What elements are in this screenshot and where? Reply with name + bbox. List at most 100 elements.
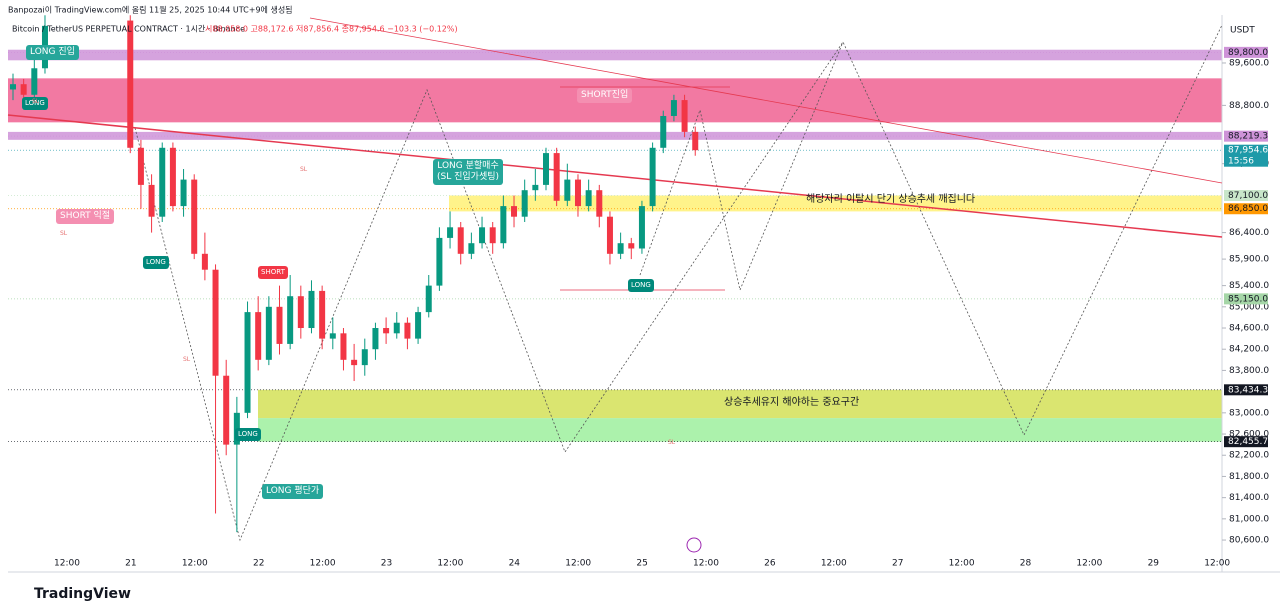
sl-label: SL: [183, 356, 191, 363]
candle-body: [468, 243, 475, 254]
annotation: LONG 진입: [26, 45, 79, 60]
annotation: LONG: [22, 97, 48, 110]
price-tag-label: 86,850.0: [1228, 204, 1268, 214]
price-tag: [1224, 384, 1268, 396]
price-tag: [1224, 130, 1268, 142]
price-tag: [1224, 436, 1268, 448]
price-tag: [1224, 144, 1268, 167]
zone: [258, 418, 1222, 442]
y-tick-label: 89,600.0: [1229, 58, 1269, 68]
header: Banpozai이 TradingView.com에 올림 11월 25, 20…: [8, 5, 293, 15]
x-tick-label: 26: [764, 559, 776, 569]
candles: [10, 15, 699, 533]
y-tick-label: 81,000.0: [1229, 514, 1269, 524]
sl-label: SL: [300, 166, 308, 173]
candle-body: [308, 290, 315, 329]
candle-body: [681, 100, 688, 132]
grid: [8, 52, 1222, 443]
x-tick-label: 25: [636, 559, 647, 569]
price-tag: [1224, 293, 1268, 305]
candle-body: [148, 184, 155, 217]
candle-body: [596, 190, 603, 217]
candle-body: [532, 184, 539, 191]
annotation: LONG 평단가: [262, 484, 324, 499]
zone: [8, 49, 1222, 61]
price-tag-label: 85,150.0: [1228, 294, 1268, 304]
price-tag-label: 88,219.3: [1228, 132, 1268, 142]
candle-body: [521, 190, 528, 217]
brand: TradingView: [34, 586, 131, 602]
price-axis: 89,600.088,800.087,700.086,400.085,900.0…: [54, 46, 1269, 569]
event-icon[interactable]: [686, 537, 702, 553]
candle-body: [564, 179, 571, 201]
x-tick-label: 12:00: [693, 559, 719, 569]
candle-body: [553, 153, 560, 201]
candle-body: [297, 296, 304, 329]
candle-body: [425, 285, 432, 313]
annotation: LONG: [628, 279, 654, 292]
candle-body: [169, 147, 176, 207]
candle-body: [329, 333, 336, 339]
candle-body: [404, 322, 411, 339]
candle-body: [489, 227, 496, 244]
candle-body: [585, 190, 592, 207]
x-tick-label: 28: [1020, 559, 1032, 569]
candle-body: [351, 359, 358, 366]
y-tick-label: 81,800.0: [1229, 472, 1269, 482]
y-tick-label: 82,200.0: [1229, 451, 1269, 461]
zone: [258, 389, 1222, 419]
candle-body: [692, 131, 699, 151]
x-tick-label: 24: [509, 559, 521, 569]
y-tick-label: 83,000.0: [1229, 408, 1269, 418]
price-tag-label: 87,954.6: [1228, 146, 1268, 156]
x-tick-label: 23: [381, 559, 392, 569]
sl-label: SL: [60, 230, 68, 237]
x-tick-label: 12:00: [949, 559, 975, 569]
candle-body: [638, 206, 645, 249]
x-tick-label: 12:00: [565, 559, 591, 569]
candle-body: [340, 333, 347, 360]
y-tick-label: 83,800.0: [1229, 366, 1269, 376]
candle-body: [20, 84, 27, 95]
y-tick-label: 86,400.0: [1229, 228, 1269, 238]
y-tick-label: 80,600.0: [1229, 536, 1269, 546]
candle-body: [31, 68, 38, 95]
candle-body: [574, 179, 581, 207]
candle-body: [457, 227, 464, 254]
y-tick-label: 84,200.0: [1229, 345, 1269, 355]
candle-body: [393, 322, 400, 334]
candle-body: [415, 312, 422, 339]
candle-body: [255, 312, 262, 360]
candle-body: [500, 206, 507, 244]
annotation: 해당자리 이탈시 단기 상승추세 깨집니다: [806, 194, 976, 205]
candle-body: [180, 179, 187, 207]
x-tick-label: 12:00: [182, 559, 208, 569]
trend-line: [309, 17, 1223, 184]
candle-body: [447, 227, 454, 238]
candle-body: [287, 296, 294, 344]
candle-body: [543, 153, 549, 185]
zones: [8, 49, 1222, 442]
candle-body: [276, 306, 283, 344]
y-tick-label: 85,900.0: [1229, 255, 1269, 265]
x-tick-label: 12:00: [54, 559, 80, 569]
annotation-line: (SL 진입가셋팅): [437, 172, 500, 182]
candle-body: [191, 179, 198, 254]
x-tick-label: 12:00: [1204, 559, 1230, 569]
candle-body: [372, 328, 379, 350]
x-tick-label: 12:00: [437, 559, 463, 569]
currency: USDT: [1230, 26, 1255, 36]
y-tick-label: 85,400.0: [1229, 281, 1269, 291]
candle-body: [201, 253, 208, 270]
candle-body: [660, 115, 667, 148]
candle-body: [244, 312, 251, 413]
price-tag-label: 89,800.0: [1228, 48, 1268, 58]
x-tick-label: 21: [125, 559, 136, 569]
candle-body: [127, 20, 134, 148]
x-tick-label: 12:00: [1076, 559, 1102, 569]
x-tick-label: 27: [892, 559, 903, 569]
candle-body: [670, 100, 677, 116]
y-tick-label: 82,600.0: [1229, 430, 1269, 440]
zigzag: [134, 24, 1223, 542]
candle-body: [479, 227, 486, 244]
